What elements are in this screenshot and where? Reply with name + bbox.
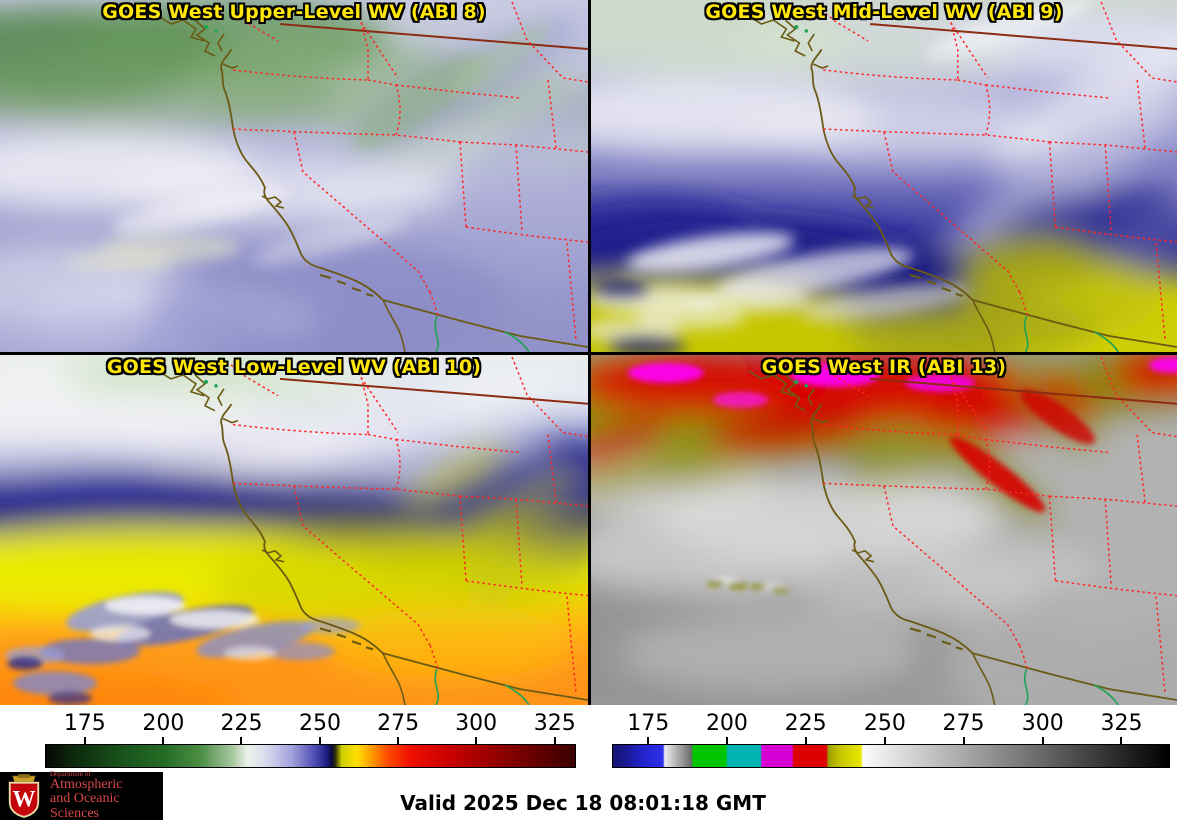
wv-colorbar-gradient (45, 744, 576, 768)
wv-colorbar-ticks: 175 200 225 250 275 300 325 (45, 711, 576, 744)
wv-colorbar-tick-mark (475, 737, 478, 744)
ir-colorbar-ticks: 175 200 225 250 275 300 325 (612, 711, 1170, 744)
wv-colorbar-tick-label: 275 (377, 711, 420, 736)
panel-grid: GOES West Upper-Level WV (ABI 8) (0, 0, 1177, 705)
logo-department-label: Department of (50, 769, 91, 778)
ir-colorbar-tick-mark (725, 737, 728, 744)
wv-colorbar-tick-mark (240, 737, 243, 744)
panel-low-level-wv: GOES West Low-Level WV (ABI 10) (0, 355, 588, 705)
panel-title-low-wv: GOES West Low-Level WV (ABI 10) (106, 356, 482, 378)
svg-text:W: W (13, 786, 36, 811)
ir-colorbar-gradient (612, 744, 1170, 768)
low-level-wv-image (0, 355, 588, 705)
ir-colorbar-tick-label: 175 (627, 711, 670, 736)
ir-colorbar-tick-label: 200 (705, 711, 748, 736)
ir-colorbar-tick-mark (647, 737, 650, 744)
ir-colorbar-tick-label: 225 (784, 711, 827, 736)
ir-colorbar-tick-mark (883, 737, 886, 744)
ir-colorbar-tick-mark (1120, 737, 1123, 744)
ir-colorbar-tick-label: 275 (942, 711, 985, 736)
uw-crest-icon: W (8, 774, 40, 818)
panel-title-ir: GOES West IR (ABI 13) (761, 356, 1007, 378)
uw-aos-logo: W Department of Atmospheric and Oceanic … (0, 769, 163, 820)
logo-text: Department of Atmospheric and Oceanic Sc… (50, 769, 163, 820)
ir-colorbar-tick-mark (804, 737, 807, 744)
upper-level-wv-image (0, 0, 588, 352)
wv-colorbar-tick-label: 175 (63, 711, 106, 736)
wv-colorbar-tick-mark (83, 737, 86, 744)
logo-name-line1: Atmospheric (50, 776, 123, 792)
ir-colorbar-tick-label: 250 (863, 711, 906, 736)
wv-colorbar-tick-label: 200 (142, 711, 185, 736)
logo-name-line2: and Oceanic Sciences (50, 791, 120, 820)
wv-colorbar-tick-mark (553, 737, 556, 744)
wv-colorbar-tick-label: 225 (220, 711, 263, 736)
wv-colorbar-tick-mark (319, 737, 322, 744)
wv-colorbar-tick-label: 250 (299, 711, 342, 736)
ir-colorbar-tick-mark (1041, 737, 1044, 744)
panel-mid-level-wv: GOES West Mid-Level WV (ABI 9) (591, 0, 1177, 352)
wv-colorbar-tick-label: 300 (455, 711, 498, 736)
ir-colorbar: 175 200 225 250 275 300 325 (612, 705, 1170, 770)
ir-colorbar-tick-label: 325 (1100, 711, 1143, 736)
water-vapor-colorbar: 175 200 225 250 275 300 325 (45, 705, 576, 770)
panel-title-mid-wv: GOES West Mid-Level WV (ABI 9) (705, 1, 1063, 23)
panel-upper-level-wv: GOES West Upper-Level WV (ABI 8) (0, 0, 588, 352)
ir-colorbar-tick-mark (962, 737, 965, 744)
ir-image (591, 355, 1177, 705)
wv-colorbar-tick-mark (162, 737, 165, 744)
wv-colorbar-tick-label: 325 (533, 711, 576, 736)
wv-colorbar-tick-mark (397, 737, 400, 744)
valid-time-label: Valid 2025 Dec 18 08:01:18 GMT (400, 791, 766, 815)
footer: W Department of Atmospheric and Oceanic … (0, 770, 1177, 820)
panel-ir: GOES West IR (ABI 13) (591, 355, 1177, 705)
mid-level-wv-image (591, 0, 1177, 352)
panel-title-upper-wv: GOES West Upper-Level WV (ABI 8) (102, 1, 486, 23)
colorbar-row: 175 200 225 250 275 300 325 175 200 225 250 275 300… (0, 705, 1177, 770)
ir-colorbar-tick-label: 300 (1021, 711, 1064, 736)
